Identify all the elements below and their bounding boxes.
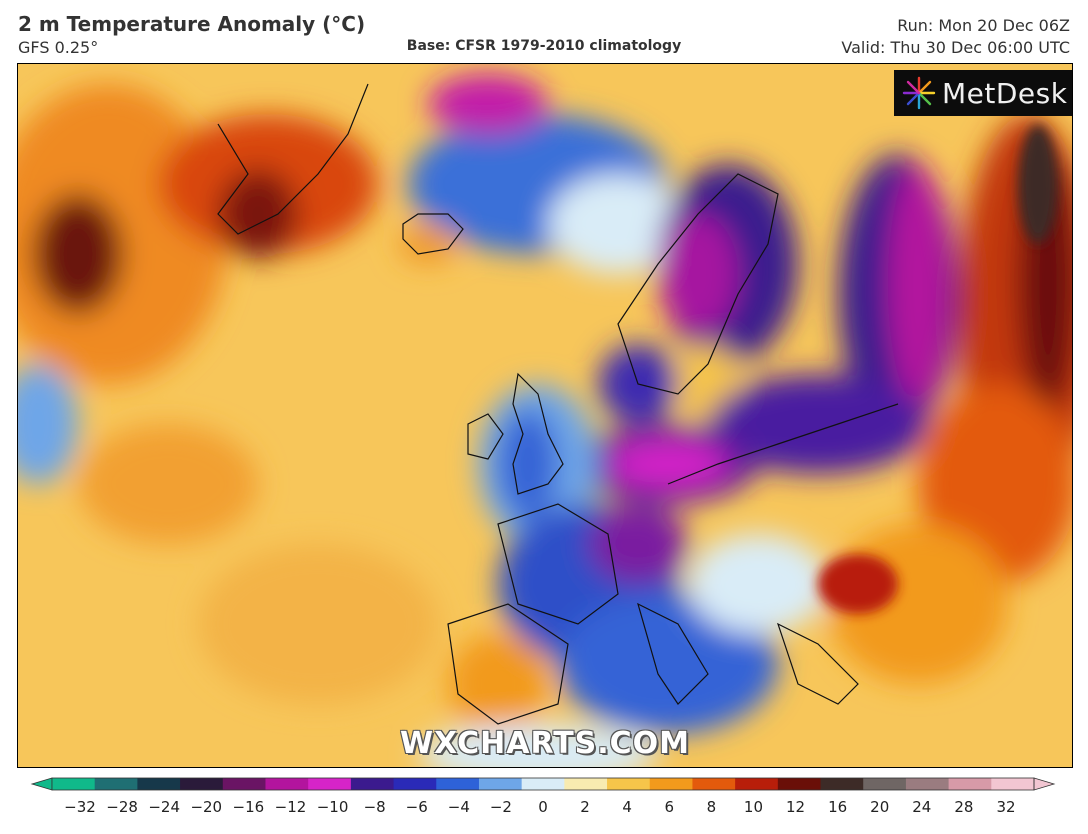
colorbar-swatch (52, 778, 96, 790)
colorbar-tick-label: −32 (64, 798, 96, 816)
colorbar-tick-label: 16 (828, 798, 848, 816)
coastlines (217, 83, 899, 725)
colorbar-swatch (692, 778, 736, 790)
colorbar-outline (51, 777, 1035, 791)
valid-time: Valid: Thu 30 Dec 06:00 UTC (841, 38, 1070, 57)
colorbar-swatch (478, 778, 523, 790)
colorbar (30, 777, 1056, 791)
colorbar-tick-label: 20 (870, 798, 890, 816)
colorbar-swatch (137, 778, 181, 790)
metdesk-logo: MetDesk (894, 70, 1072, 116)
colorbar-tick-label: 0 (538, 798, 548, 816)
colorbar-tick-label: −16 (232, 798, 265, 816)
colorbar-swatch (265, 778, 309, 790)
metdesk-logo-text: MetDesk (942, 76, 1068, 110)
colorbar-tick-label: 4 (622, 798, 632, 816)
colorbar-swatch (777, 778, 822, 790)
colorbar-min-arrow (30, 777, 53, 791)
colorbar-swatch (94, 778, 138, 790)
map-canvas (18, 64, 1072, 767)
colorbar-swatch (564, 778, 608, 790)
colorbar-swatch (905, 778, 950, 790)
colorbar-tick-label: −4 (447, 798, 470, 816)
colorbar-tick-label: −10 (316, 798, 349, 816)
colorbar-swatch (863, 778, 907, 790)
wxcharts-watermark: WXCHARTS.COM (399, 726, 691, 761)
colorbar-tick-label: 24 (912, 798, 932, 816)
chart-title: 2 m Temperature Anomaly (°C) (18, 12, 366, 36)
colorbar-tick-label: −12 (274, 798, 307, 816)
colorbar-swatch (948, 778, 992, 790)
colorbar-swatch (436, 778, 480, 790)
colorbar-swatch (991, 778, 1035, 790)
colorbar-tick-label: −2 (489, 798, 512, 816)
colorbar-tick-label: 8 (706, 798, 717, 816)
temperature-anomaly-map: MetDesk WXCHARTS.COM (17, 63, 1073, 768)
colorbar-tick-label: −6 (405, 798, 428, 816)
colorbar-tick-label: 10 (743, 798, 763, 816)
climatology-base: Base: CFSR 1979-2010 climatology (406, 38, 682, 54)
colorbar-swatch (308, 778, 352, 790)
colorbar-tick-label: −28 (106, 798, 138, 816)
colorbar-tick-label: −24 (148, 798, 180, 816)
colorbar-swatch (735, 778, 779, 790)
colorbar-max-arrow (1033, 777, 1056, 791)
colorbar-swatch (222, 778, 267, 790)
colorbar-tick-label: −8 (363, 798, 386, 816)
colorbar-tick-label: 32 (996, 798, 1016, 816)
colorbar-swatch (393, 778, 437, 790)
colorbar-tick-label: −20 (190, 798, 223, 816)
colorbar-swatch (649, 778, 694, 790)
colorbar-tick-label: 12 (785, 798, 806, 816)
colorbar-swatch (607, 778, 651, 790)
colorbar-swatch (820, 778, 864, 790)
run-time: Run: Mon 20 Dec 06Z (897, 16, 1070, 35)
model-label: GFS 0.25° (18, 38, 99, 57)
colorbar-swatch (350, 778, 395, 790)
metdesk-burst-icon (902, 76, 936, 110)
colorbar-tick-label: 28 (954, 798, 974, 816)
colorbar-tick-label: 6 (664, 798, 675, 816)
colorbar-swatch (521, 778, 565, 790)
colorbar-tick-label: 2 (580, 798, 590, 816)
colorbar-swatch (180, 778, 224, 790)
